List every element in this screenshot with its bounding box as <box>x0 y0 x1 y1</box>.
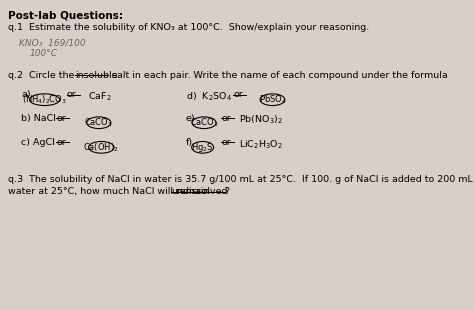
Text: or: or <box>56 138 66 147</box>
Text: Post-lab Questions:: Post-lab Questions: <box>9 11 123 20</box>
Text: d)  K$_2$SO$_4$: d) K$_2$SO$_4$ <box>186 91 232 103</box>
Text: or: or <box>234 91 243 100</box>
Text: salt in each pair. Write the name of each compound under the formula: salt in each pair. Write the name of eac… <box>109 70 447 79</box>
Text: or: or <box>67 91 77 100</box>
Text: or: or <box>221 138 231 147</box>
Text: PbSO$_4$: PbSO$_4$ <box>259 93 286 106</box>
Text: q.3  The solubility of NaCl in water is 35.7 g/100 mL at 25°C.  If 100. g of NaC: q.3 The solubility of NaCl in water is 3… <box>9 175 474 184</box>
Text: b) NaCl: b) NaCl <box>21 113 56 122</box>
Text: (NH$_4$)$_2$CO$_3$: (NH$_4$)$_2$CO$_3$ <box>22 93 67 106</box>
Text: q.1  Estimate the solubility of KNO₃ at 100°C.  Show/explain your reasoning.: q.1 Estimate the solubility of KNO₃ at 1… <box>9 23 370 32</box>
Text: undissolved: undissolved <box>171 187 227 196</box>
Text: Ca(OH)$_2$: Ca(OH)$_2$ <box>83 141 119 153</box>
Text: or: or <box>56 113 66 122</box>
Text: e): e) <box>186 113 195 122</box>
Text: c) AgCl: c) AgCl <box>21 138 55 147</box>
Text: Pb(NO$_3$)$_2$: Pb(NO$_3$)$_2$ <box>239 113 283 126</box>
Text: CaF$_2$: CaF$_2$ <box>88 91 112 103</box>
Text: CaCO$_3$: CaCO$_3$ <box>190 117 219 129</box>
Text: insoluble: insoluble <box>75 70 118 79</box>
Text: f): f) <box>186 138 193 147</box>
Text: a): a) <box>21 91 30 100</box>
Text: water at 25°C, how much NaCl will remain: water at 25°C, how much NaCl will remain <box>9 187 213 196</box>
Text: 100°C: 100°C <box>30 49 58 58</box>
Text: KNO₃  169/100: KNO₃ 169/100 <box>19 38 86 47</box>
Text: CaCO$_3$: CaCO$_3$ <box>84 117 113 129</box>
Text: LiC$_2$H$_3$O$_2$: LiC$_2$H$_3$O$_2$ <box>239 138 283 151</box>
Text: Hg$_2$S: Hg$_2$S <box>191 141 214 154</box>
Text: or: or <box>221 113 231 122</box>
Text: q.2  Circle the: q.2 Circle the <box>9 70 78 79</box>
Text: ?: ? <box>225 187 230 196</box>
